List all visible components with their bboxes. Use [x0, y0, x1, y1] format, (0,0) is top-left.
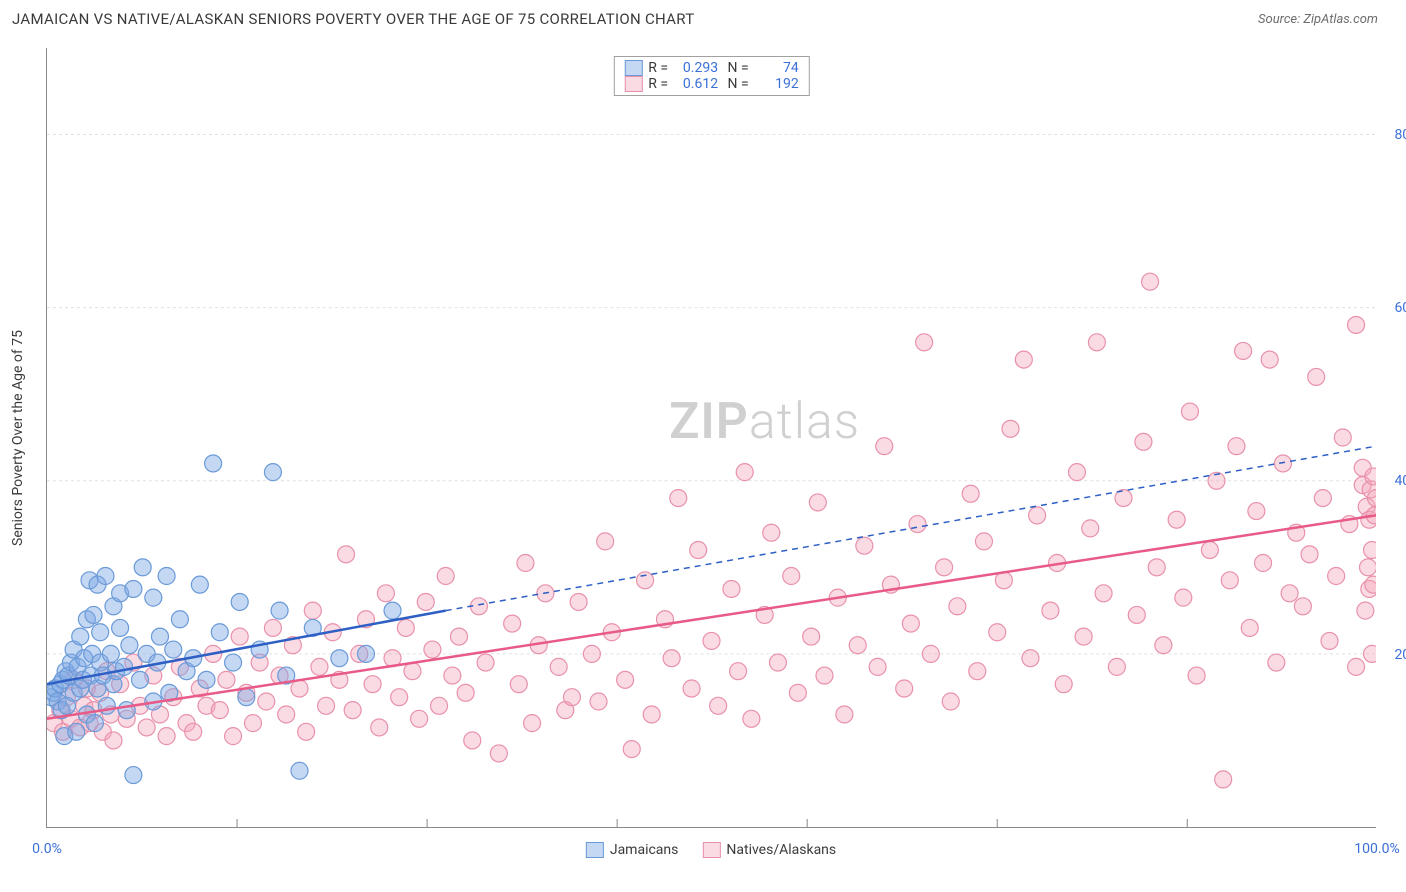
legend-swatch-jamaicans [586, 842, 604, 858]
legend-label-natives: Natives/Alaskans [726, 842, 836, 858]
legend-n-2: 192 [755, 76, 799, 92]
legend-item-jamaicans: Jamaicans [586, 842, 679, 858]
correlation-legend: R = 0.293 N = 74 R = 0.612 N = 192 [613, 56, 809, 96]
y-tick-label: 80.0% [1394, 127, 1406, 143]
y-tick-label: 20.0% [1394, 647, 1406, 663]
series-legend: Jamaicans Natives/Alaskans [586, 842, 836, 858]
chart-title: JAMAICAN VS NATIVE/ALASKAN SENIORS POVER… [12, 10, 694, 28]
chart-svg [47, 48, 1376, 827]
legend-item-natives: Natives/Alaskans [702, 842, 836, 858]
y-tick-label: 40.0% [1394, 473, 1406, 489]
x-tick-label: 100.0% [1354, 841, 1399, 857]
legend-row-series-2: R = 0.612 N = 192 [624, 76, 798, 92]
legend-swatch-natives [702, 842, 720, 858]
legend-r-2: 0.612 [674, 76, 718, 92]
plot-area: R = 0.293 N = 74 R = 0.612 N = 192 ZIPat… [46, 48, 1376, 828]
legend-label-jamaicans: Jamaicans [610, 842, 679, 858]
legend-n-1: 74 [755, 60, 799, 76]
legend-swatch-2 [624, 76, 642, 92]
chart-source: Source: ZipAtlas.com [1258, 12, 1378, 27]
y-axis-label: Seniors Poverty Over the Age of 75 [10, 330, 26, 546]
chart-container: Seniors Poverty Over the Age of 75 R = 0… [46, 48, 1376, 828]
legend-swatch-1 [624, 60, 642, 76]
chart-header: JAMAICAN VS NATIVE/ALASKAN SENIORS POVER… [0, 0, 1406, 36]
legend-row-series-1: R = 0.293 N = 74 [624, 60, 798, 76]
legend-r-1: 0.293 [674, 60, 718, 76]
x-tick-label: 0.0% [32, 841, 62, 857]
y-tick-label: 60.0% [1394, 300, 1406, 316]
